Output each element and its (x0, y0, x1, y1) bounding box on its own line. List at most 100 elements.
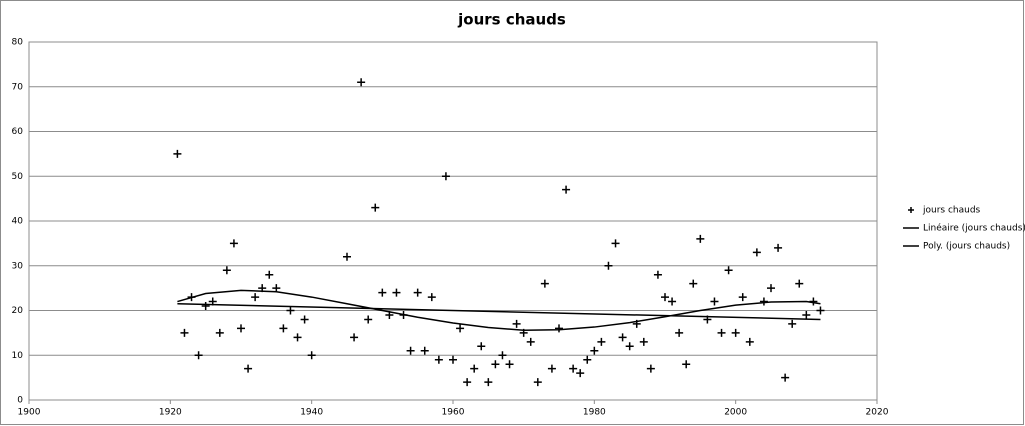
point (738, 293, 747, 302)
point (611, 239, 620, 248)
point (781, 373, 790, 382)
legend-label: jours chauds (922, 206, 981, 216)
point (470, 364, 479, 373)
y-tick-label: 50 (12, 172, 24, 182)
point (816, 306, 825, 315)
point (307, 351, 316, 360)
legend-swatch (908, 207, 914, 213)
point (569, 364, 578, 373)
point (661, 293, 669, 302)
point (646, 364, 655, 373)
point (597, 337, 606, 346)
point (364, 315, 373, 324)
point (682, 360, 691, 369)
point (788, 319, 797, 328)
point (484, 378, 493, 387)
point (731, 328, 740, 337)
point (653, 270, 662, 279)
point (251, 293, 260, 302)
point (456, 324, 465, 333)
y-tick-label: 0 (17, 396, 23, 406)
point (767, 284, 775, 293)
point (759, 297, 768, 306)
point (244, 364, 253, 373)
point (279, 324, 288, 333)
x-tick-label: 1900 (18, 408, 41, 418)
point (357, 78, 366, 87)
y-tick-label: 20 (12, 306, 24, 316)
x-tick-label: 2020 (866, 408, 889, 418)
point (449, 355, 457, 364)
point (555, 324, 563, 333)
point (802, 310, 811, 319)
point (526, 337, 535, 346)
point (371, 203, 380, 212)
point (343, 252, 351, 261)
point (625, 342, 634, 351)
point (505, 360, 514, 369)
trend-line (177, 303, 821, 321)
point (378, 288, 387, 297)
point (533, 378, 542, 387)
point (265, 270, 274, 279)
point (604, 261, 613, 270)
point (300, 315, 309, 324)
point (710, 297, 719, 306)
point (441, 172, 450, 181)
point (392, 288, 401, 297)
point (477, 342, 486, 351)
point (590, 346, 599, 355)
point (434, 355, 443, 364)
y-tick-label: 30 (12, 261, 24, 271)
point (427, 293, 436, 302)
point (752, 248, 761, 257)
point (576, 369, 585, 378)
y-tick-label: 80 (12, 38, 24, 48)
point (675, 328, 684, 337)
x-tick-label: 1980 (583, 408, 606, 418)
point (286, 306, 295, 315)
x-tick-label: 1920 (159, 408, 182, 418)
point (512, 319, 521, 328)
point (618, 333, 627, 342)
y-tick-label: 40 (12, 217, 24, 227)
point (406, 346, 415, 355)
point (540, 279, 549, 288)
point (639, 337, 648, 346)
point (724, 266, 733, 275)
point (350, 333, 359, 342)
x-tick-label: 1940 (300, 408, 323, 418)
point (774, 243, 783, 252)
point (420, 346, 429, 355)
point (173, 149, 182, 158)
point (689, 279, 698, 288)
point (463, 378, 472, 387)
point (194, 351, 203, 360)
point (668, 297, 677, 306)
point (491, 360, 500, 369)
point (180, 328, 189, 337)
trend-line (177, 289, 821, 331)
point (583, 355, 592, 364)
point (201, 302, 210, 311)
point (717, 328, 726, 337)
point (229, 239, 238, 248)
point (272, 284, 281, 293)
x-tick-label: 1960 (442, 408, 465, 418)
legend-label: Poly. (jours chauds) (923, 242, 1010, 252)
y-tick-label: 70 (12, 82, 24, 92)
y-tick-label: 60 (12, 127, 24, 137)
point (696, 234, 705, 243)
point (547, 364, 556, 373)
point (237, 324, 245, 333)
x-tick-label: 2000 (724, 408, 747, 418)
point (562, 185, 571, 194)
point (215, 328, 224, 337)
point (293, 333, 302, 342)
legend-label: Linéaire (jours chauds) (923, 223, 1025, 234)
point (795, 279, 804, 288)
y-tick-label: 10 (12, 351, 24, 361)
point (498, 351, 507, 360)
